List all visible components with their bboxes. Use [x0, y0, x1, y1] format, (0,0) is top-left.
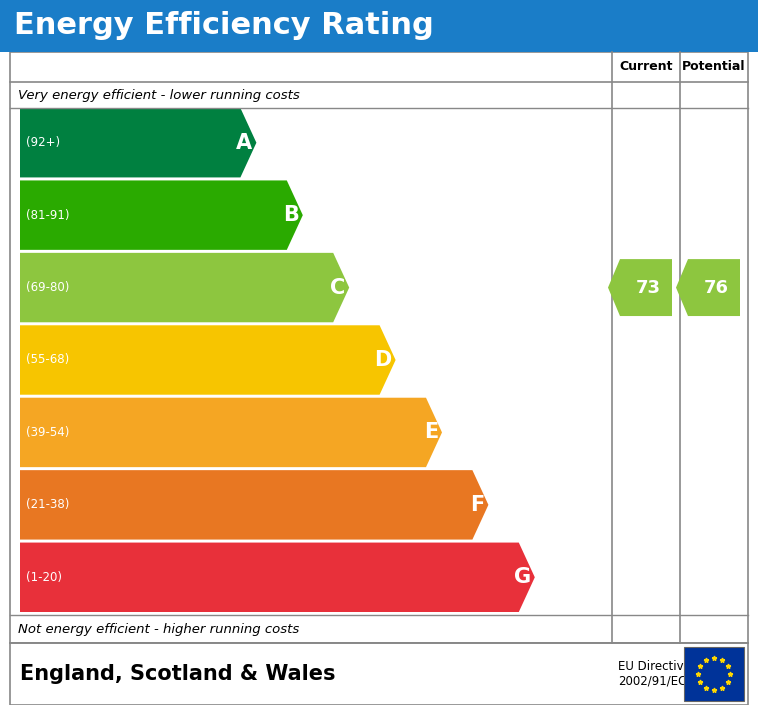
Text: (92+): (92+) [26, 136, 60, 149]
Text: Potential: Potential [682, 61, 746, 73]
Text: Energy Efficiency Rating: Energy Efficiency Rating [14, 11, 434, 40]
Polygon shape [20, 543, 535, 612]
Text: A: A [236, 133, 252, 153]
Text: (81-91): (81-91) [26, 209, 70, 221]
Polygon shape [20, 398, 442, 467]
Polygon shape [20, 470, 488, 539]
Text: B: B [283, 205, 299, 225]
Text: Current: Current [619, 61, 673, 73]
Polygon shape [20, 325, 396, 395]
Text: Not energy efficient - higher running costs: Not energy efficient - higher running co… [18, 623, 299, 635]
Text: EU Directive: EU Directive [618, 661, 691, 673]
Text: (21-38): (21-38) [26, 498, 70, 511]
Text: Very energy efficient - lower running costs: Very energy efficient - lower running co… [18, 89, 299, 102]
Text: (1-20): (1-20) [26, 571, 62, 584]
Polygon shape [20, 108, 256, 178]
Text: F: F [470, 495, 484, 515]
Text: C: C [330, 278, 345, 298]
Bar [10, 643, 748, 705]
Bar [10, 52, 748, 643]
Text: (69-80): (69-80) [26, 281, 70, 294]
Text: (39-54): (39-54) [26, 426, 70, 439]
Text: D: D [374, 350, 392, 370]
Polygon shape [608, 259, 672, 316]
Polygon shape [20, 253, 349, 322]
Text: 73: 73 [635, 278, 660, 297]
Text: 2002/91/EC: 2002/91/EC [618, 675, 687, 687]
Bar [684, 647, 744, 701]
Text: G: G [514, 568, 531, 587]
Text: 76: 76 [703, 278, 728, 297]
Text: (55-68): (55-68) [26, 353, 69, 367]
Polygon shape [20, 180, 302, 250]
Text: E: E [424, 422, 438, 443]
Polygon shape [676, 259, 740, 316]
Bar [0, 0, 758, 52]
Text: England, Scotland & Wales: England, Scotland & Wales [20, 664, 336, 684]
